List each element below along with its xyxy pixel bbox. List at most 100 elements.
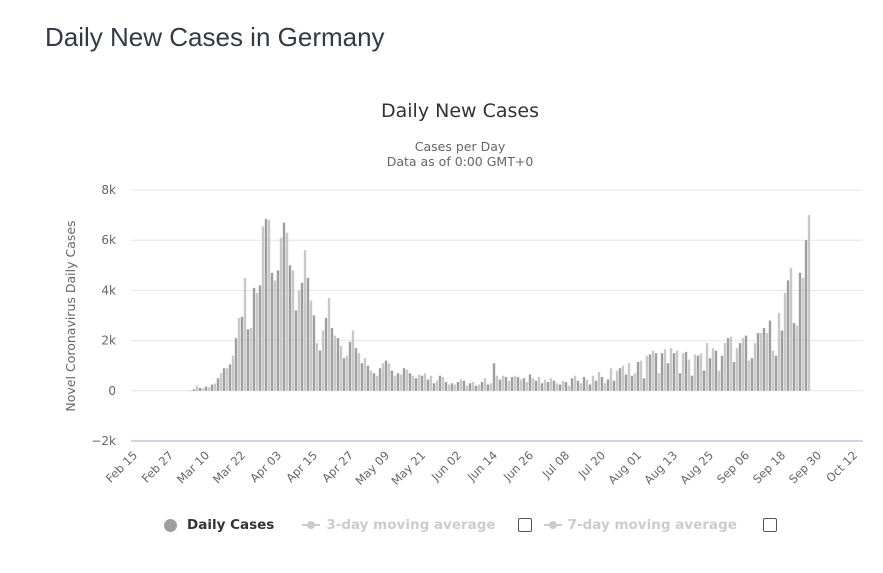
bar xyxy=(594,380,598,391)
bar xyxy=(393,375,397,391)
bar xyxy=(357,353,361,391)
bar xyxy=(591,375,595,391)
legend-item-daily-cases[interactable]: Daily Cases xyxy=(164,517,274,533)
bar xyxy=(666,363,670,391)
bar xyxy=(681,353,685,391)
bar xyxy=(285,232,289,391)
bar xyxy=(426,379,430,391)
bar xyxy=(564,382,568,391)
bar xyxy=(192,389,196,391)
bar xyxy=(738,343,742,391)
bar xyxy=(261,226,265,391)
bar xyxy=(519,379,523,391)
bar xyxy=(693,354,697,391)
bar xyxy=(645,355,649,391)
bar xyxy=(279,237,283,391)
bar xyxy=(687,359,691,391)
x-tick-label: Apr 15 xyxy=(283,448,320,485)
bar xyxy=(570,378,574,391)
bar xyxy=(696,355,700,391)
checkbox-3-day-average[interactable] xyxy=(517,518,532,532)
legend-item-3-day-average[interactable]: 3-day moving average xyxy=(298,517,496,533)
bar xyxy=(726,338,730,391)
bar xyxy=(660,353,664,391)
bar xyxy=(441,376,445,391)
bar xyxy=(540,383,544,391)
bar xyxy=(453,384,457,391)
checkbox-7-day-average[interactable] xyxy=(762,518,777,532)
bar xyxy=(690,375,694,391)
y-tick-label: −2k xyxy=(91,434,116,448)
x-tick-label: Apr 27 xyxy=(319,448,356,485)
bar xyxy=(249,328,253,391)
x-tick-label: Jul 20 xyxy=(575,448,608,481)
x-tick-label: Feb 27 xyxy=(139,448,176,485)
bar xyxy=(546,382,550,391)
bar xyxy=(360,363,364,391)
x-tick-label: Jul 08 xyxy=(539,448,572,481)
bar xyxy=(648,354,652,391)
bar xyxy=(543,379,547,391)
bar xyxy=(372,373,376,391)
bar xyxy=(582,376,586,391)
bar xyxy=(297,290,301,391)
bar xyxy=(429,375,433,391)
bar xyxy=(597,371,601,391)
x-tick-label: Aug 25 xyxy=(677,448,716,487)
chart-title: Daily New Cases xyxy=(381,100,539,122)
bar xyxy=(363,358,367,391)
bar xyxy=(759,333,763,391)
bar xyxy=(534,380,538,391)
bar xyxy=(774,355,778,391)
bar xyxy=(240,316,244,391)
bar xyxy=(801,277,805,391)
bar xyxy=(315,343,319,391)
bar xyxy=(387,363,391,391)
bar xyxy=(321,330,325,391)
bar xyxy=(762,328,766,391)
bar xyxy=(612,380,616,391)
bar xyxy=(318,350,322,391)
legend-item-7-day-average[interactable]: 7-day moving average xyxy=(540,517,737,533)
bar xyxy=(291,270,295,391)
bar xyxy=(489,383,493,391)
bar xyxy=(585,379,589,391)
legend-label: Daily Cases xyxy=(187,517,275,533)
bar xyxy=(654,353,658,391)
bar xyxy=(711,348,715,391)
bar xyxy=(633,373,637,391)
bar xyxy=(708,358,712,391)
x-tick-label: Oct 12 xyxy=(823,448,860,485)
line-marker-icon xyxy=(543,520,562,530)
bar xyxy=(312,315,316,391)
bar xyxy=(600,376,604,391)
bar xyxy=(618,368,622,391)
bar xyxy=(732,361,736,391)
bar xyxy=(324,318,328,391)
bar xyxy=(456,382,460,391)
bar xyxy=(300,282,304,391)
bar xyxy=(504,376,508,391)
bar xyxy=(492,363,496,391)
bar xyxy=(276,270,280,391)
legend-label: 3-day moving average xyxy=(326,517,496,533)
bar xyxy=(420,375,424,391)
bar xyxy=(366,365,370,391)
bar xyxy=(636,361,640,391)
bar xyxy=(780,330,784,391)
bar xyxy=(255,292,259,391)
bar xyxy=(339,345,343,391)
bar xyxy=(306,277,310,391)
chart-subtitle: Cases per Day Data as of 0:00 GMT+0 xyxy=(0,139,883,169)
bar xyxy=(537,376,541,391)
bar xyxy=(669,348,673,391)
bar xyxy=(189,390,193,391)
bar xyxy=(627,363,631,391)
bar xyxy=(621,365,625,391)
y-tick-label: 0 xyxy=(108,384,116,398)
x-tick-label: May 21 xyxy=(388,448,428,488)
bar xyxy=(678,373,682,391)
bar xyxy=(330,328,334,391)
bar xyxy=(786,280,790,391)
x-tick-label: Feb 15 xyxy=(103,448,140,485)
